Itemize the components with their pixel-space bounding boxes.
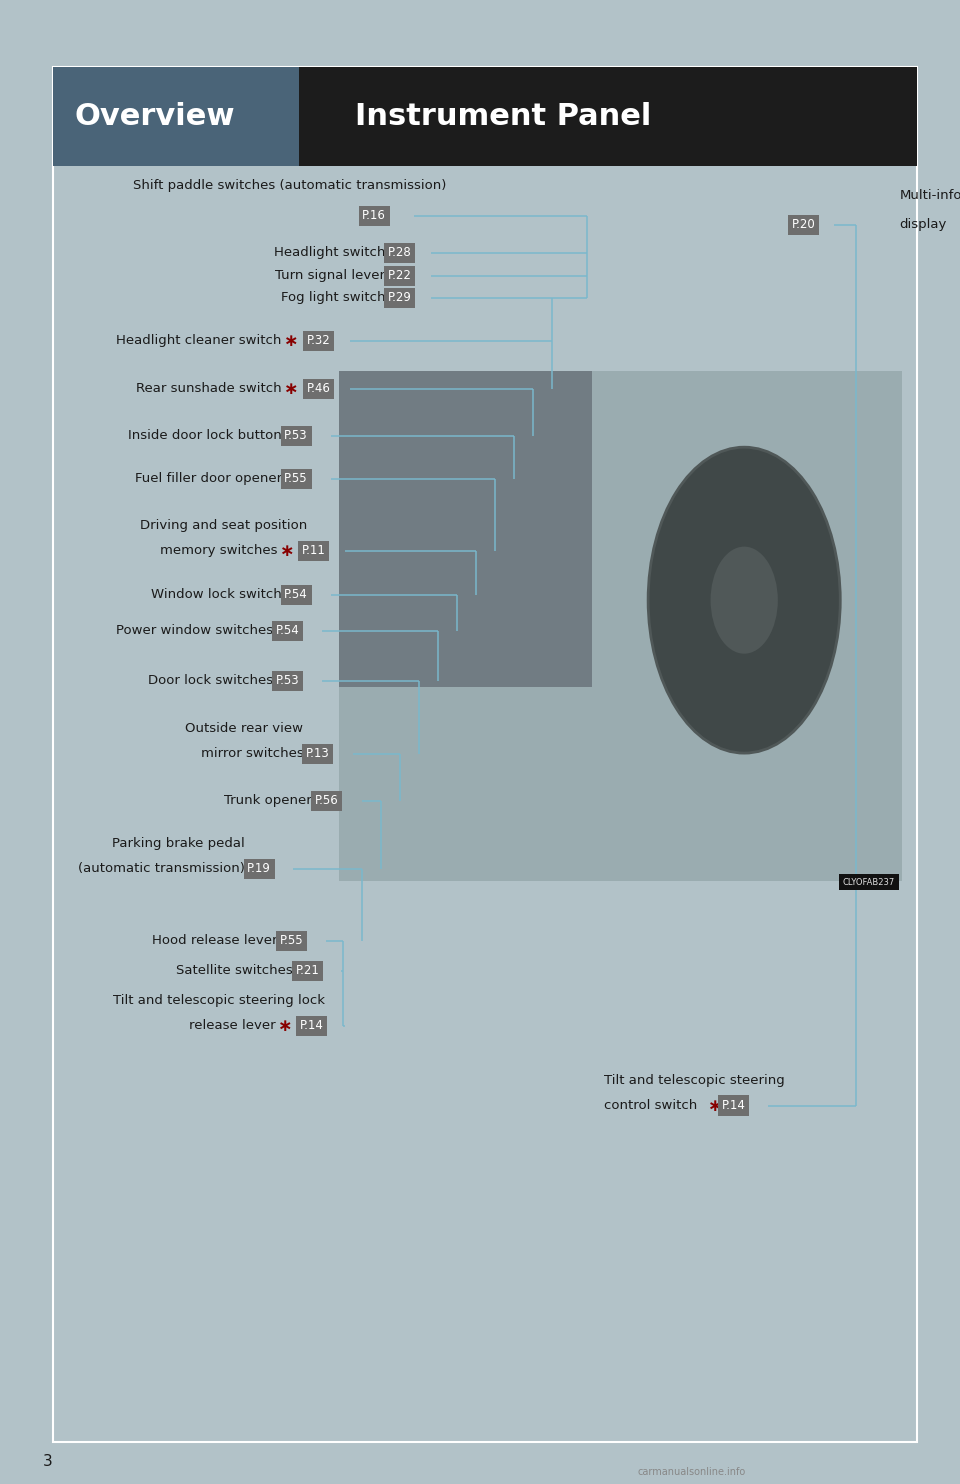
Text: P.46: P.46: [307, 383, 330, 395]
Text: Turn signal lever: Turn signal lever: [276, 269, 385, 282]
Text: ∗: ∗: [278, 1017, 293, 1034]
Text: P.13: P.13: [306, 746, 329, 760]
Bar: [53, 67, 299, 166]
Text: P.53: P.53: [284, 429, 308, 442]
Text: Tilt and telescopic steering lock: Tilt and telescopic steering lock: [113, 994, 324, 1008]
Text: Outside rear view: Outside rear view: [185, 723, 303, 735]
Text: Instrument Panel: Instrument Panel: [355, 102, 652, 131]
Bar: [339, 371, 592, 687]
Text: P.32: P.32: [307, 334, 330, 347]
Text: Tilt and telescopic steering: Tilt and telescopic steering: [604, 1074, 784, 1088]
Text: Parking brake pedal: Parking brake pedal: [112, 837, 245, 850]
Circle shape: [710, 546, 778, 653]
Text: Fuel filler door opener: Fuel filler door opener: [134, 472, 282, 485]
Text: P.16: P.16: [362, 209, 386, 223]
Text: P.21: P.21: [296, 965, 320, 976]
Text: P.14: P.14: [300, 1020, 324, 1031]
Text: Overview: Overview: [75, 102, 235, 131]
Text: Rear sunshade switch: Rear sunshade switch: [136, 383, 282, 395]
Text: 3: 3: [43, 1454, 53, 1469]
Text: Inside door lock button: Inside door lock button: [128, 429, 282, 442]
Bar: [299, 67, 917, 166]
Text: P.53: P.53: [276, 674, 300, 687]
Text: display: display: [900, 218, 947, 232]
Text: P.28: P.28: [388, 246, 412, 260]
Text: control switch: control switch: [604, 1100, 697, 1112]
Text: Multi-information: Multi-information: [900, 190, 960, 202]
Text: P.54: P.54: [284, 588, 308, 601]
Text: carmanualsonline.info: carmanualsonline.info: [637, 1468, 745, 1477]
Text: Headlight switch: Headlight switch: [274, 246, 385, 260]
Text: Shift paddle switches (automatic transmission): Shift paddle switches (automatic transmi…: [132, 180, 445, 193]
Text: Satellite switches: Satellite switches: [177, 965, 293, 976]
Text: P.22: P.22: [388, 269, 412, 282]
Text: ∗: ∗: [280, 542, 295, 559]
Text: Hood release lever: Hood release lever: [152, 933, 277, 947]
Text: ∗: ∗: [284, 380, 299, 398]
Bar: [339, 371, 901, 880]
Text: Headlight cleaner switch: Headlight cleaner switch: [116, 334, 282, 347]
Text: P.56: P.56: [315, 794, 338, 807]
Text: (automatic transmission): (automatic transmission): [78, 862, 245, 876]
Text: mirror switches: mirror switches: [201, 746, 303, 760]
Text: Door lock switches: Door lock switches: [148, 674, 273, 687]
Text: P.20: P.20: [791, 218, 815, 232]
Text: P.55: P.55: [280, 933, 303, 947]
Text: P.19: P.19: [248, 862, 271, 876]
Text: ∗: ∗: [284, 332, 299, 350]
Text: P.55: P.55: [284, 472, 308, 485]
Text: Power window switches: Power window switches: [116, 625, 273, 637]
Circle shape: [648, 447, 840, 752]
Text: Driving and seat position: Driving and seat position: [140, 519, 307, 533]
Text: Trunk opener: Trunk opener: [225, 794, 312, 807]
Text: P.14: P.14: [722, 1100, 745, 1112]
Text: memory switches: memory switches: [160, 545, 277, 556]
Text: release lever: release lever: [189, 1020, 276, 1031]
Text: Fog light switch: Fog light switch: [281, 291, 385, 304]
Text: Window lock switch: Window lock switch: [151, 588, 282, 601]
Text: P.29: P.29: [388, 291, 412, 304]
Text: P.54: P.54: [276, 625, 300, 637]
Text: CLYOFAB237: CLYOFAB237: [843, 879, 895, 887]
Text: P.11: P.11: [301, 545, 325, 556]
Text: ∗: ∗: [708, 1097, 722, 1114]
